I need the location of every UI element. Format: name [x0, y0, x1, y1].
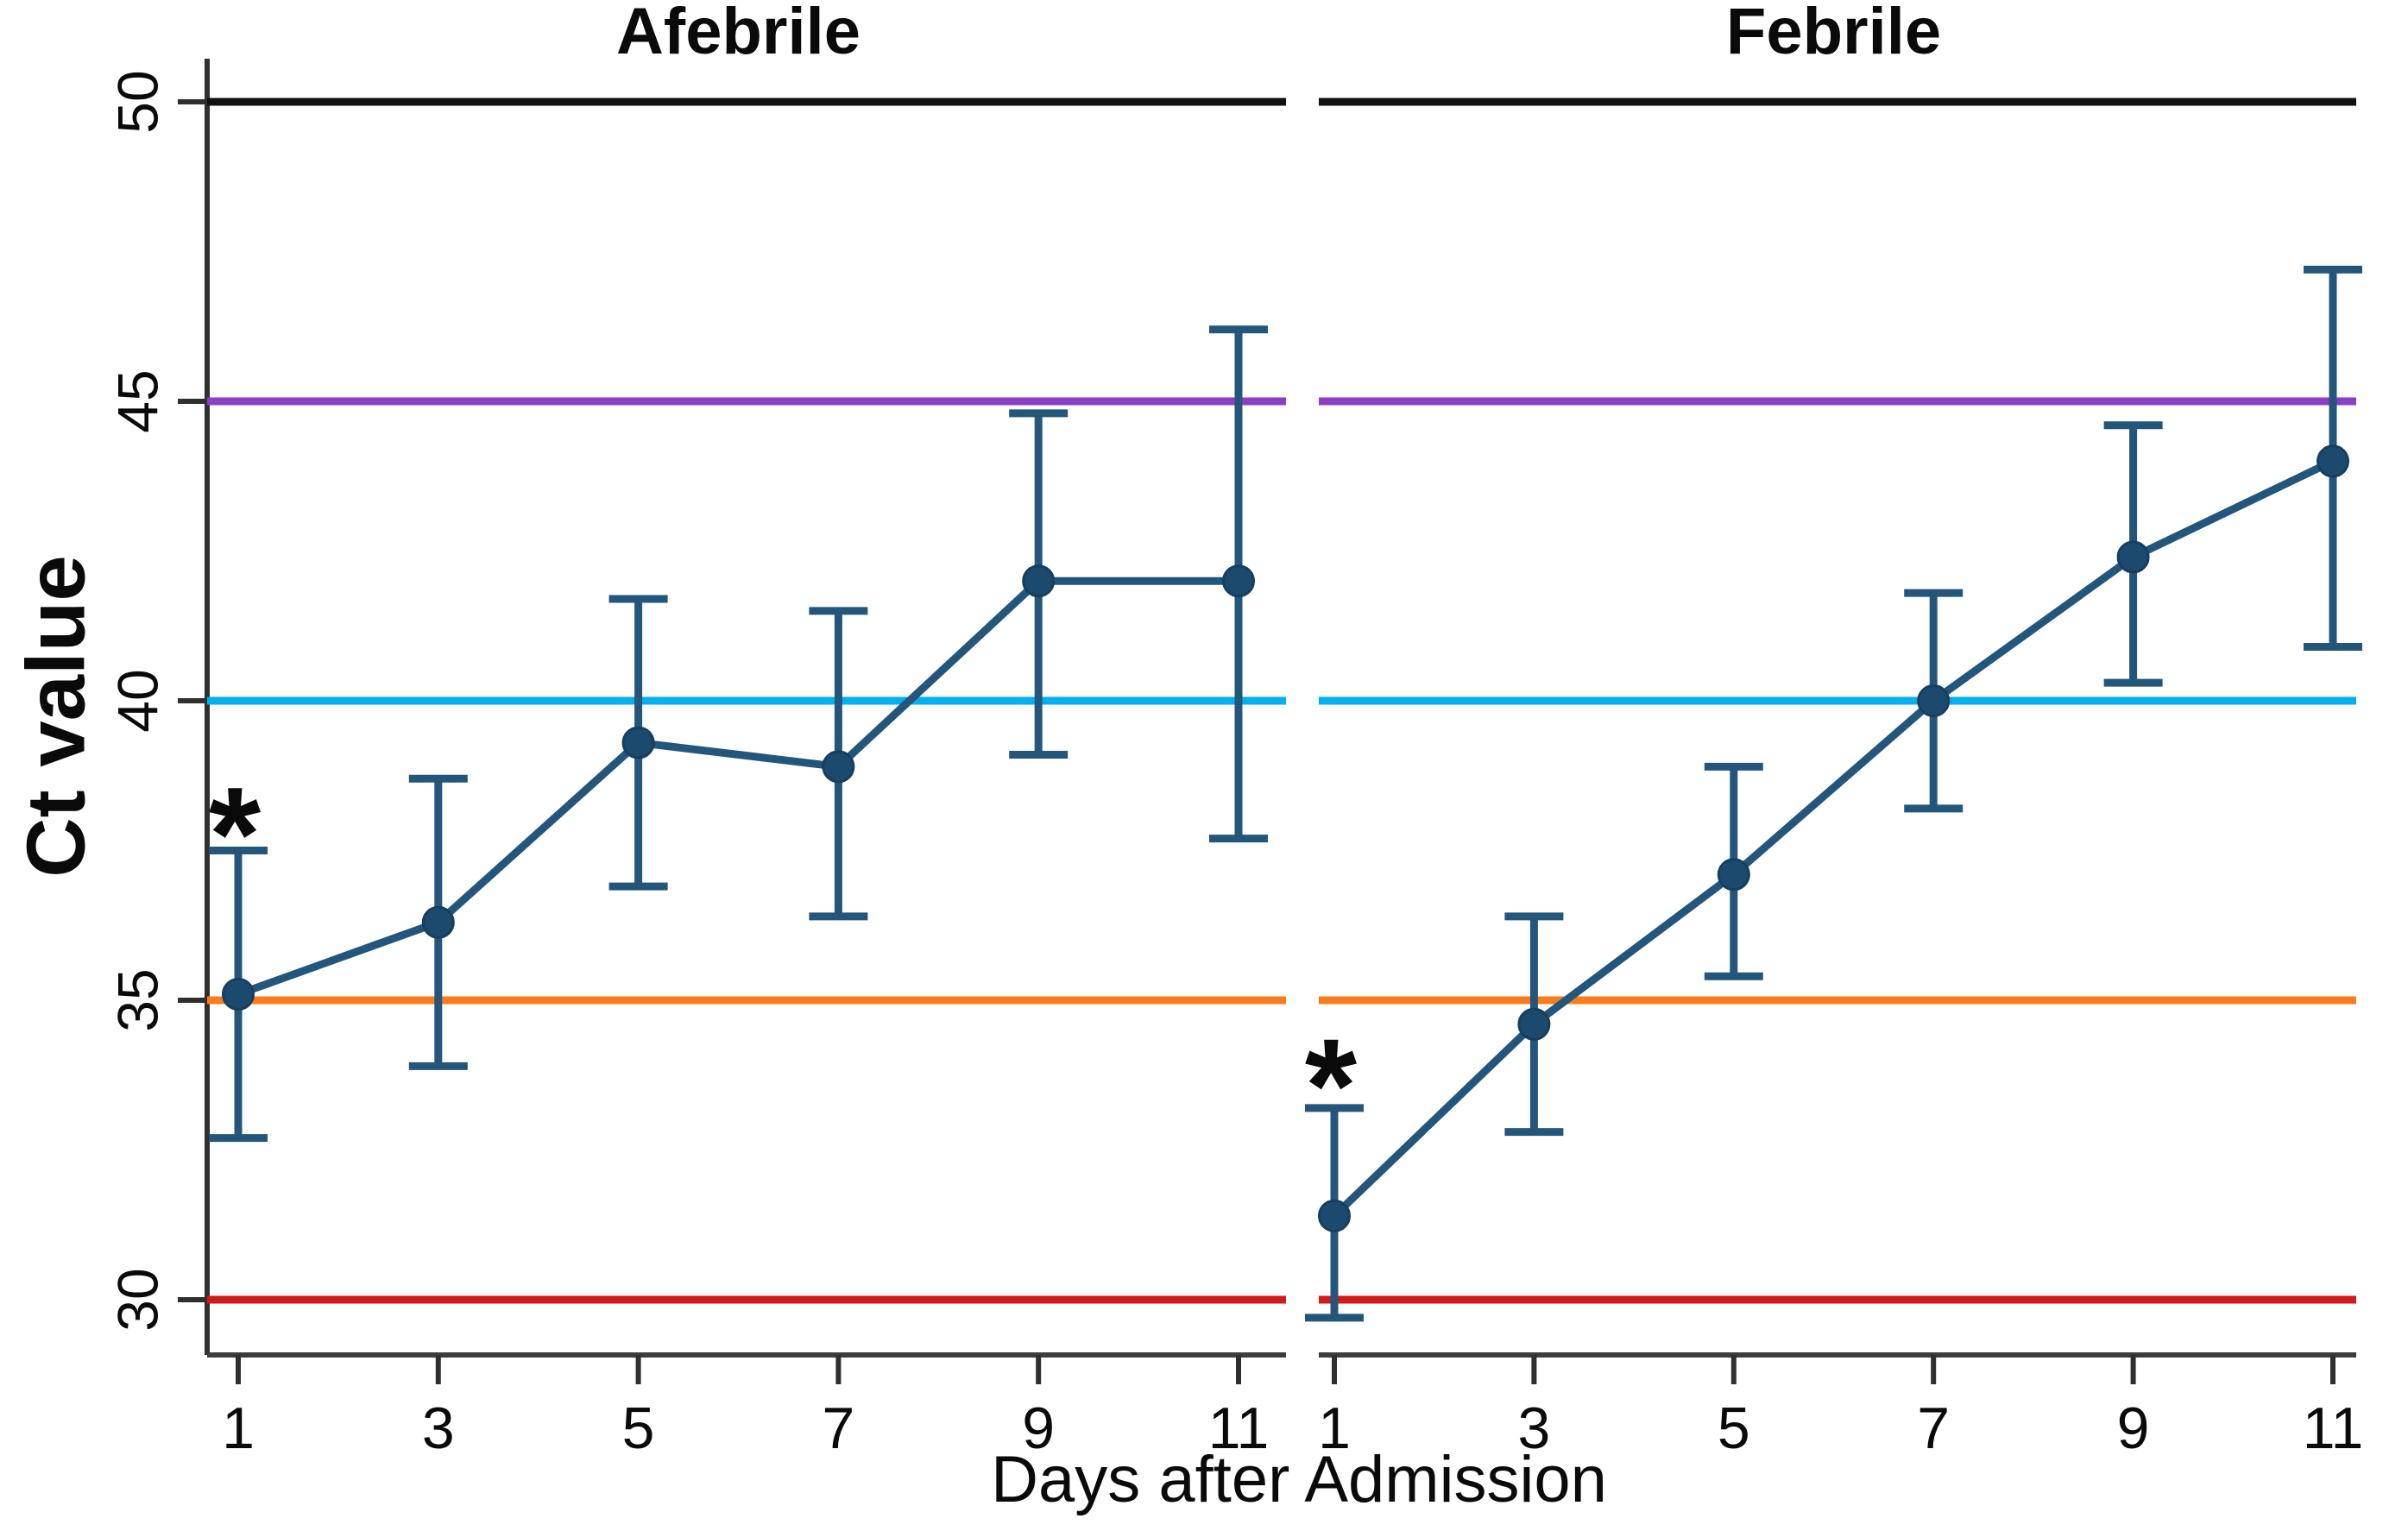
x-tick-label-11-panel2: 11 [2303, 1396, 2364, 1461]
x-tick-label-9-panel1: 9 [1022, 1396, 1055, 1461]
y-tick-label-40: 40 [105, 669, 169, 732]
panel-title-afebrile: Afebrile [616, 0, 860, 68]
y-axis-title: Ct value [9, 555, 102, 877]
data-point-day7-panel2 [1917, 684, 1951, 717]
x-axis-title: Days after Admission [991, 1443, 1607, 1516]
x-tick-label-3-panel1: 3 [422, 1396, 455, 1461]
x-tick-label-7-panel1: 7 [822, 1396, 854, 1461]
y-tick-label-35: 35 [105, 968, 169, 1031]
data-point-day1-panel2 [1318, 1199, 1351, 1232]
data-point-day7-panel1 [822, 750, 855, 784]
y-tick-label-30: 30 [105, 1268, 169, 1331]
significance-asterisk-panel2: * [1305, 1011, 1358, 1160]
x-tick-label-1-panel2: 1 [1318, 1396, 1351, 1461]
x-tick-label-9-panel2: 9 [2117, 1396, 2150, 1461]
data-point-day5-panel2 [1717, 858, 1750, 892]
series-line-panel2 [1331, 457, 2335, 1219]
series-line-panel1 [236, 576, 1239, 999]
x-tick-label-5-panel2: 5 [1718, 1396, 1750, 1461]
data-point-day3-panel2 [1517, 1007, 1551, 1041]
x-tick-label-11-panel1: 11 [1208, 1396, 1270, 1461]
data-point-day9-panel1 [1022, 564, 1056, 598]
significance-asterisk-panel1: * [209, 759, 262, 909]
x-tick-label-5-panel1: 5 [622, 1396, 655, 1461]
panel-title-febrile: Febrile [1726, 0, 1941, 68]
data-point-day9-panel2 [2116, 540, 2150, 574]
data-point-day5-panel1 [621, 726, 655, 759]
y-tick-label-50: 50 [105, 70, 169, 133]
data-point-day11-panel2 [2317, 444, 2349, 478]
data-point-day11-panel1 [1222, 564, 1255, 598]
data-point-day3-panel1 [421, 905, 455, 939]
x-tick-label-3-panel2: 3 [1517, 1396, 1550, 1461]
data-point-day1-panel1 [222, 978, 255, 1011]
y-tick-label-45: 45 [105, 369, 169, 432]
x-tick-label-7-panel2: 7 [1917, 1396, 1950, 1461]
x-tick-label-1-panel1: 1 [222, 1396, 255, 1461]
